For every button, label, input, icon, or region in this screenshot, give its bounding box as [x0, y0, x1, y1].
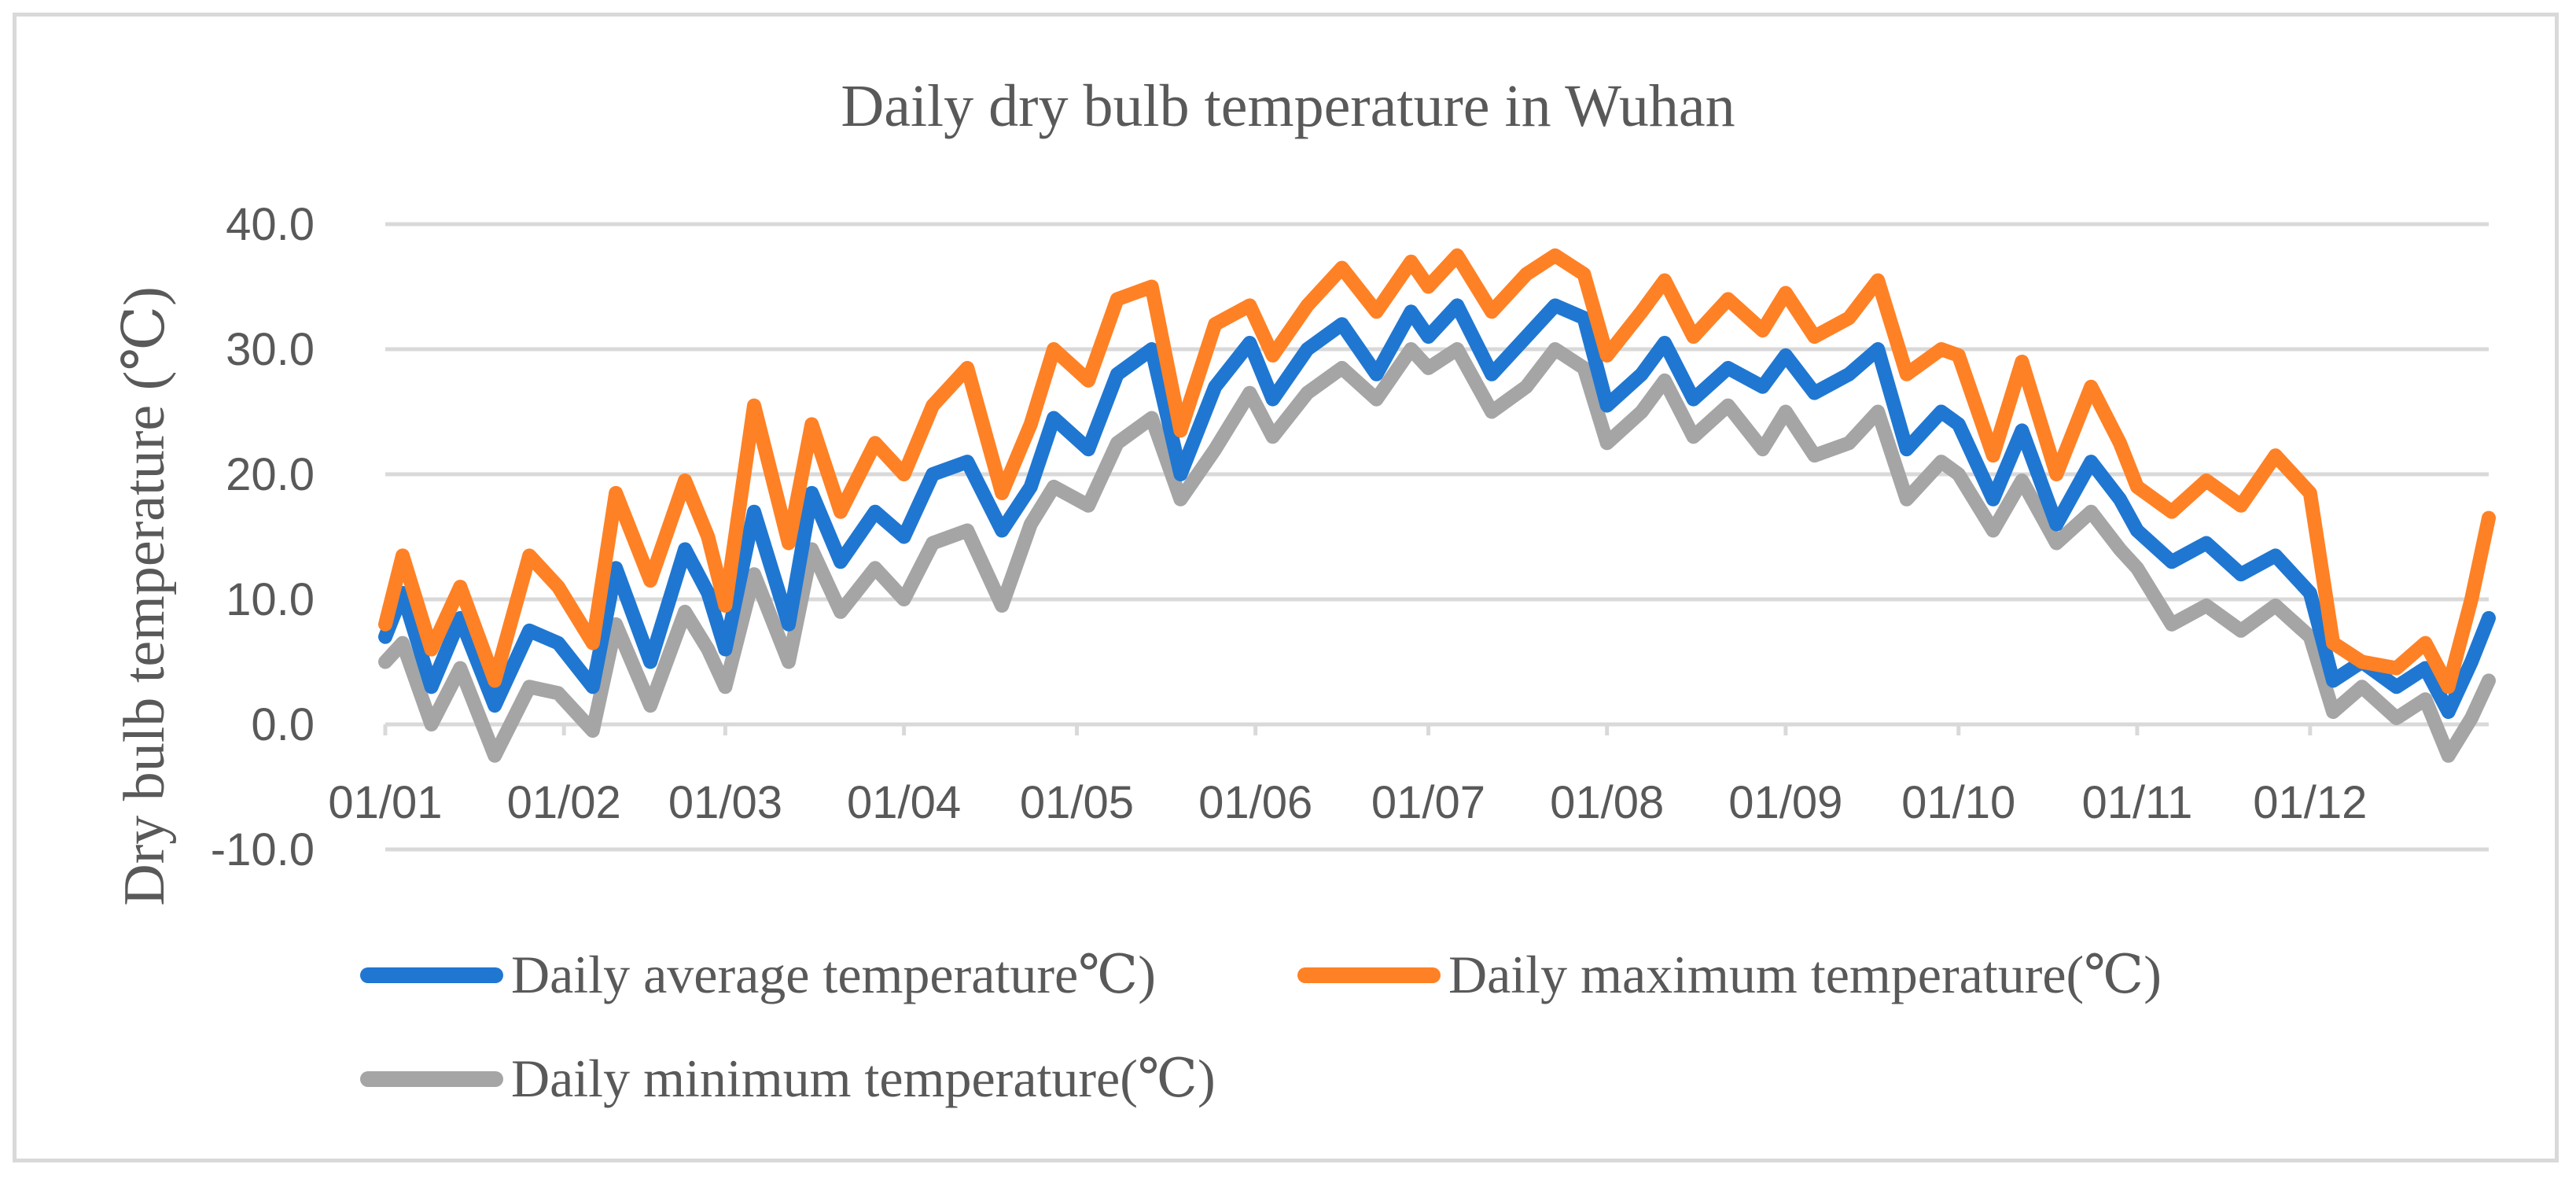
- series-line-minimum: [378, 342, 2496, 763]
- y-axis-title: Dry bulb temperature (℃): [112, 286, 177, 906]
- x-tick-label: 01/09: [1728, 777, 1842, 828]
- y-tick-label: 0.0: [251, 699, 315, 750]
- x-tick-label: 01/01: [328, 777, 442, 828]
- y-tick-label: 10.0: [226, 574, 315, 625]
- legend-item-maximum: Daily maximum temperature(℃): [1297, 945, 2162, 1004]
- y-tick-label: 30.0: [226, 324, 315, 375]
- x-tick-label: 01/08: [1550, 777, 1664, 828]
- chart-title: Daily dry bulb temperature in Wuhan: [841, 73, 1735, 139]
- y-tick-label: 20.0: [226, 449, 315, 500]
- legend-label-minimum: Daily minimum temperature(℃): [511, 1048, 1216, 1108]
- y-tick-label: 40.0: [226, 199, 315, 250]
- x-axis-ticks: 01/01 01/02 01/03 01/04 01/05 01/06 01/07 01/08…: [328, 724, 2367, 828]
- x-tick-label: 01/06: [1198, 777, 1312, 828]
- series-line-maximum: [378, 248, 2496, 695]
- x-tick-label: 01/03: [668, 777, 782, 828]
- plot-series: [378, 248, 2496, 763]
- x-tick-label: 01/11: [2082, 777, 2193, 828]
- series-line-average: [378, 298, 2496, 720]
- x-tick-label: 01/04: [847, 777, 961, 828]
- x-tick-label: 01/05: [1020, 777, 1134, 828]
- y-axis-ticks: 40.0 30.0 20.0 10.0 0.0 -10.0: [211, 199, 315, 875]
- legend-item-minimum: Daily minimum temperature(℃): [360, 1048, 1216, 1108]
- legend-item-average: Daily average temperature℃): [360, 945, 1156, 1004]
- legend-label-average: Daily average temperature℃): [511, 945, 1156, 1004]
- x-tick-label: 01/02: [507, 777, 621, 828]
- legend: Daily average temperature℃) Daily maximu…: [360, 945, 2162, 1108]
- x-tick-label: 01/10: [1901, 777, 2015, 828]
- x-tick-label: 01/07: [1371, 777, 1485, 828]
- x-tick-label: 01/12: [2253, 777, 2367, 828]
- y-tick-label: -10.0: [211, 824, 315, 875]
- legend-label-maximum: Daily maximum temperature(℃): [1448, 945, 2162, 1004]
